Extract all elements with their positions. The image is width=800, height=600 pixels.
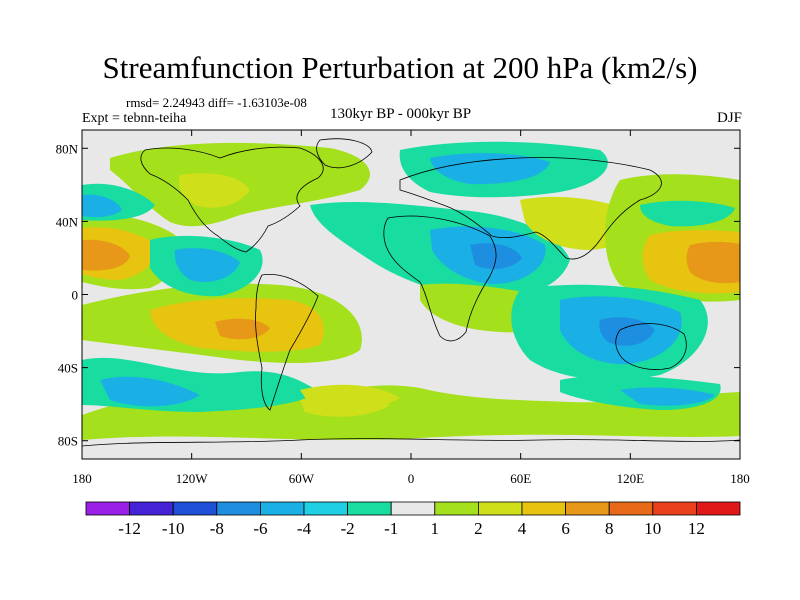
contour-na-yellow [178, 173, 250, 208]
contour-npac-right-teal [640, 200, 735, 227]
lat-tick-label: 40N [56, 214, 79, 229]
colorbar-swatch [565, 501, 610, 516]
colorbar-swatch [390, 501, 436, 516]
longitude-axis: 180 120W 60W 0 60E 120E 180 [72, 130, 750, 486]
colorbar-label: -1 [384, 519, 398, 538]
contour-indian-blue [620, 387, 715, 406]
experiment-label: Expt = tebnn-teiha [82, 111, 187, 126]
colorbar-label: -8 [210, 519, 224, 538]
lon-tick-label: 0 [408, 471, 415, 486]
stats-text: rmsd= 2.24943 diff= -1.63103e-08 [126, 95, 307, 110]
colorbar-swatch [172, 501, 218, 516]
lon-tick-label: 60E [510, 471, 531, 486]
colorbar-label: 6 [561, 519, 570, 538]
coast-africa [383, 215, 497, 342]
lon-tick-label: 180 [730, 471, 750, 486]
colorbar-label: -10 [162, 519, 185, 538]
colorbar-swatch [608, 501, 654, 516]
colorbar-label: -2 [341, 519, 355, 538]
colorbar-label: 10 [644, 519, 661, 538]
colorbar-swatch [216, 501, 261, 516]
lat-tick-label: 80N [56, 141, 79, 156]
colorbar-label: 12 [688, 519, 705, 538]
colorbar-swatch [347, 501, 392, 516]
period-label: 130kyr BP - 000kyr BP [330, 106, 472, 122]
colorbar-swatch [303, 501, 348, 516]
colorbar-swatch [521, 501, 566, 516]
contour-pacific-left-orange [82, 239, 130, 271]
contour-south-atlantic-yellow [300, 395, 390, 417]
contour-wpac-orange [686, 241, 740, 284]
colorbar-label: 4 [518, 519, 527, 538]
season-label: DJF [716, 110, 742, 126]
lat-tick-label: 0 [72, 288, 79, 303]
plot-title: Streamfunction Perturbation at 200 hPa (… [102, 50, 698, 85]
lon-tick-label: 180 [72, 471, 92, 486]
colorbar-label: 8 [605, 519, 614, 538]
lon-tick-label: 120W [176, 471, 209, 486]
contour-npac-blue [82, 194, 122, 218]
colorbar-label: 2 [474, 519, 483, 538]
contour-fill-layer [82, 141, 740, 459]
colorbar-swatch [652, 501, 697, 516]
coast-south-america [255, 273, 319, 411]
colorbar-swatch [85, 501, 130, 516]
colorbar: -12 -10 -8 -6 -4 -2 -1 1 2 4 6 8 10 12 [85, 501, 741, 538]
colorbar-swatch [434, 501, 479, 516]
lat-tick-label: 80S [58, 434, 78, 449]
contour-southern-blue [100, 376, 200, 407]
coast-greenland [316, 138, 373, 169]
colorbar-swatch [259, 501, 305, 516]
coast-north-america [140, 146, 324, 253]
coast-eurasia [399, 157, 662, 260]
lon-tick-label: 120E [617, 471, 645, 486]
colorbar-label: -6 [253, 519, 267, 538]
contour-antarctic-white [82, 434, 740, 459]
colorbar-swatch [696, 501, 741, 516]
colorbar-swatch [129, 501, 174, 516]
colorbar-label: 1 [431, 519, 440, 538]
latitude-axis: 80N 40N 0 40S 80S [56, 141, 740, 449]
contour-ca-blue [174, 248, 240, 282]
lon-tick-label: 60W [289, 471, 315, 486]
colorbar-swatch [477, 501, 523, 516]
coast-antarctica [82, 438, 740, 447]
lat-tick-label: 40S [58, 361, 78, 376]
colorbar-label: -12 [118, 519, 141, 538]
coastline-layer [82, 138, 740, 447]
coast-australia [615, 323, 687, 370]
colorbar-label: -4 [297, 519, 312, 538]
contour-australia-darkblue [599, 317, 655, 346]
contour-eurasia-blue [430, 153, 550, 185]
